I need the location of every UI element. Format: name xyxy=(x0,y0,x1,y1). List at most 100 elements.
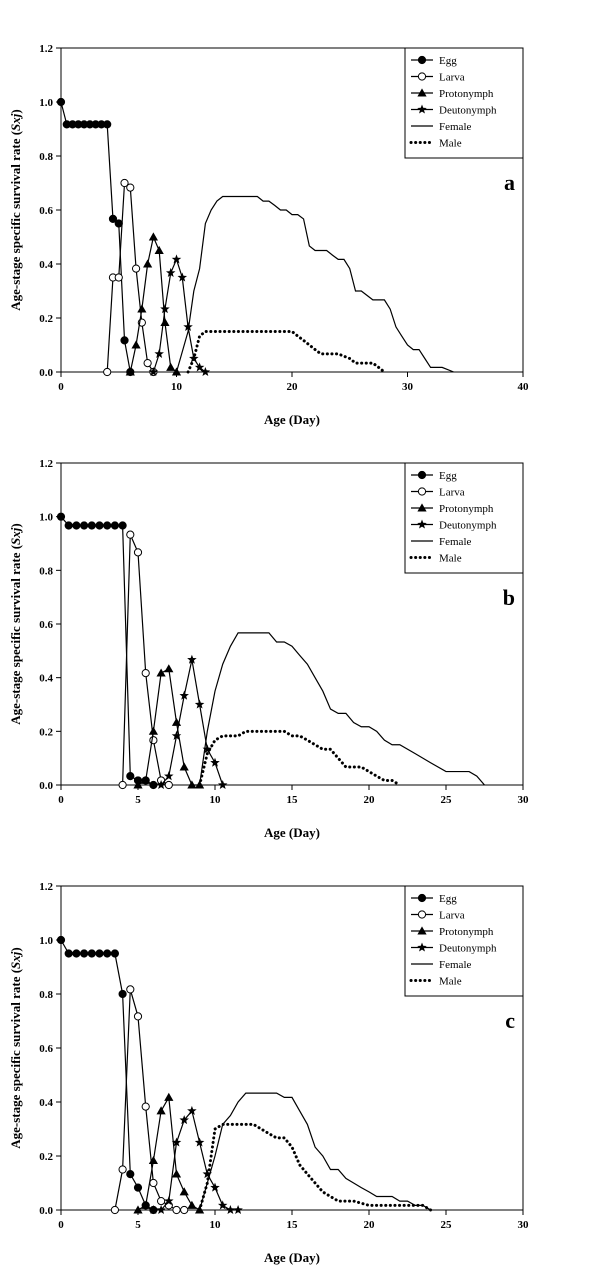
legend-label-female: Female xyxy=(439,959,471,971)
legend-marker-protonymph xyxy=(417,88,427,97)
data-point-deutonymph xyxy=(179,690,189,700)
y-axis-title: Age-stage specific survival rate (Sxj) xyxy=(8,109,23,310)
data-point-protonymph xyxy=(187,1200,197,1209)
series-larva xyxy=(103,178,158,377)
data-point-deutonymph xyxy=(154,348,164,358)
data-point-egg xyxy=(118,521,127,530)
data-point-protonymph xyxy=(187,780,197,789)
panel-label: c xyxy=(505,1008,515,1033)
data-point-protonymph xyxy=(160,317,170,327)
legend-label-larva: Larva xyxy=(439,910,465,922)
data-point-deutonymph xyxy=(210,757,220,767)
x-tick-label: 10 xyxy=(210,1219,222,1231)
series-line-female xyxy=(175,195,454,373)
data-point-egg xyxy=(56,935,66,945)
legend: Egg Larva Protonymph Deutonymph Female Male xyxy=(404,462,524,574)
data-point-deutonymph xyxy=(156,780,166,790)
data-point-larva xyxy=(180,1205,189,1215)
legend-marker-deutonymph xyxy=(417,942,427,952)
chart-panel-a: 0.0 0.2 0.4 0.6 0.8 1.0 1.2 0 10 20 30 40 Age (Day) A… xyxy=(8,43,529,427)
data-point-larva xyxy=(143,358,152,368)
x-tick-label: 10 xyxy=(171,381,183,393)
data-point-egg xyxy=(72,521,81,530)
series-line-male xyxy=(186,330,386,374)
series-line-deutonymph xyxy=(153,1109,239,1211)
y-tick-label: 0.6 xyxy=(39,205,53,217)
series-line-egg xyxy=(60,516,154,786)
y-tick-label: 1.0 xyxy=(39,512,53,524)
data-point-larva xyxy=(118,780,127,790)
data-point-egg xyxy=(114,219,123,228)
data-point-protonymph xyxy=(154,245,164,254)
x-tick-label: 20 xyxy=(364,794,376,806)
data-point-deutonymph xyxy=(225,1205,236,1215)
data-point-larva xyxy=(103,367,112,377)
chart-panel-c: 0.0 0.2 0.4 0.6 0.8 1.0 1.2 0 5 10 15 20 25 30 Age (Da… xyxy=(8,881,529,1265)
data-point-deutonymph xyxy=(156,1205,166,1215)
data-point-protonymph xyxy=(164,1092,174,1101)
x-tick-label: 25 xyxy=(441,794,453,806)
legend-label-larva: Larva xyxy=(439,72,465,84)
legend-label-male: Male xyxy=(439,553,462,565)
data-point-larva xyxy=(131,264,141,273)
data-point-larva xyxy=(141,669,150,678)
series-line-female xyxy=(199,632,485,786)
data-point-protonymph xyxy=(156,1106,166,1115)
data-point-deutonymph xyxy=(164,1196,174,1206)
data-point-larva xyxy=(118,1165,127,1174)
data-point-egg xyxy=(87,521,96,530)
data-point-egg xyxy=(120,336,129,345)
y-tick-label: 0.8 xyxy=(39,989,53,1001)
series-line-male xyxy=(198,1122,433,1212)
data-point-protonymph xyxy=(148,1155,158,1165)
legend-label-egg: Egg xyxy=(439,55,457,67)
series-larva xyxy=(118,530,173,790)
data-point-larva xyxy=(141,1102,150,1111)
series-deutonymph xyxy=(148,254,211,377)
data-point-larva xyxy=(157,1196,166,1206)
data-point-larva xyxy=(126,183,135,192)
data-point-protonymph xyxy=(179,1187,189,1196)
y-tick-label: 0.2 xyxy=(39,1151,53,1163)
data-point-deutonymph xyxy=(148,367,159,377)
data-point-deutonymph xyxy=(177,272,188,282)
series-female xyxy=(199,1092,431,1211)
series-line-egg xyxy=(60,939,154,1211)
y-tick-label: 1.2 xyxy=(39,881,53,893)
y-axis-title: Age-stage specific survival rate (Sxj) xyxy=(8,947,23,1148)
series-protonymph xyxy=(125,232,182,376)
data-point-protonymph xyxy=(143,259,153,268)
data-point-deutonymph xyxy=(194,362,205,372)
legend-label-male: Male xyxy=(439,138,462,150)
x-tick-label: 0 xyxy=(58,381,64,393)
data-point-egg xyxy=(80,949,89,958)
x-tick-label: 25 xyxy=(441,1219,453,1231)
legend-label-deutonymph: Deutonymph xyxy=(439,520,497,532)
data-point-protonymph xyxy=(171,1169,182,1178)
legend-label-egg: Egg xyxy=(439,893,457,905)
series-line-larva xyxy=(114,989,185,1211)
chart-panel-b: 0.0 0.2 0.4 0.6 0.8 1.0 1.2 0 5 10 15 20 25 30 Age (Da… xyxy=(8,458,529,840)
legend-marker-deutonymph xyxy=(417,104,427,114)
x-tick-label: 30 xyxy=(518,1219,530,1231)
data-point-deutonymph xyxy=(194,1137,205,1147)
legend-marker-protonymph xyxy=(417,503,427,512)
series-male xyxy=(198,729,402,787)
data-point-egg xyxy=(64,949,73,958)
series-male xyxy=(186,330,386,374)
series-line-protonymph xyxy=(129,235,177,373)
data-point-deutonymph xyxy=(160,304,170,314)
legend-label-female: Female xyxy=(439,121,471,133)
y-tick-label: 0.8 xyxy=(39,565,53,577)
y-tick-label: 0.8 xyxy=(39,151,53,163)
y-tick-label: 1.0 xyxy=(39,97,53,109)
legend-marker-deutonymph xyxy=(417,519,427,529)
data-point-egg xyxy=(118,989,127,999)
data-point-protonymph xyxy=(141,1200,151,1209)
data-point-egg xyxy=(95,949,104,958)
legend-marker-egg xyxy=(417,470,427,480)
y-tick-label: 1.0 xyxy=(39,935,53,947)
x-tick-label: 5 xyxy=(135,794,141,806)
data-point-deutonymph xyxy=(179,1115,189,1125)
x-axis-title: Age (Day) xyxy=(264,825,320,840)
